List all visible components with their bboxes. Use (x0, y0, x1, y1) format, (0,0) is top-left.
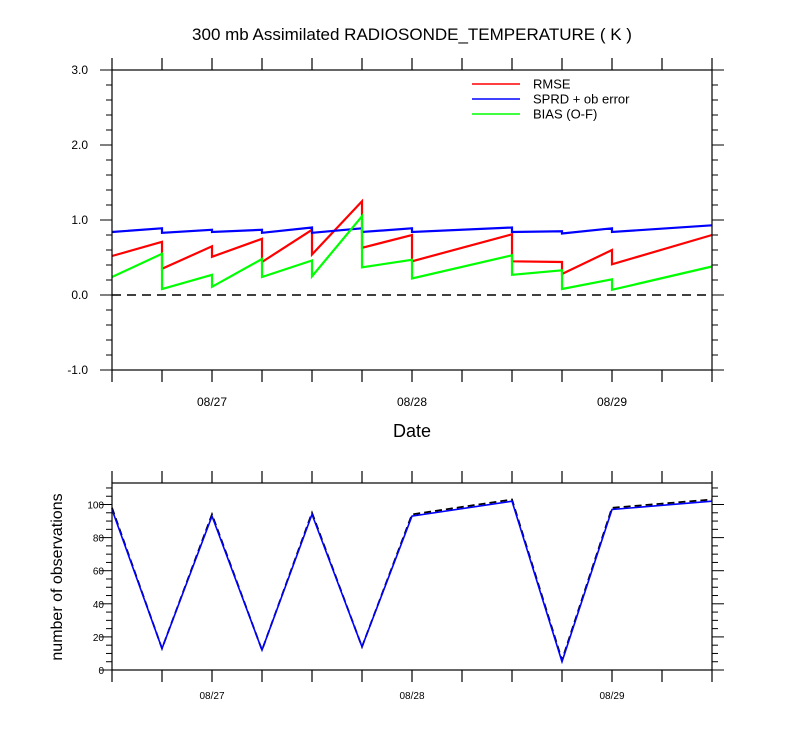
bottom-chart-plot (111, 498, 713, 665)
bottom-chart-ticks: 08/27 08/28 08/29 0 20 40 60 80 100 (87, 471, 724, 702)
x-tick-label: 08/28 (399, 691, 424, 702)
bottom-chart-frame (111, 482, 713, 671)
top-chart-plot (111, 198, 713, 296)
y-tick-label: 20 (93, 633, 105, 644)
bottom-y-axis-title: number of observations (49, 493, 66, 660)
legend-label: SPRD + ob error (533, 92, 630, 107)
top-chart-frame (111, 69, 713, 371)
top-x-axis-title: Date (393, 421, 431, 441)
obs-count-line-possible (111, 498, 713, 664)
y-tick-label: 0 (98, 666, 104, 677)
legend-label: RMSE (533, 77, 571, 92)
chart-title: 300 mb Assimilated RADIOSONDE_TEMPERATUR… (192, 25, 632, 44)
y-tick-label: 80 (93, 534, 105, 545)
y-tick-label: 2.0 (71, 138, 88, 152)
y-tick-label: 3.0 (71, 63, 88, 77)
y-tick-label: 40 (93, 600, 105, 611)
legend-label: BIAS (O-F) (533, 107, 597, 122)
x-tick-label: 08/28 (397, 395, 427, 409)
obs-count-line-assimilated (111, 500, 713, 665)
series-line-sprd-ob-error (111, 224, 713, 235)
y-tick-label: 60 (93, 567, 105, 578)
x-tick-label: 08/29 (597, 395, 627, 409)
series-line-bias-o-f (111, 213, 713, 292)
y-tick-label: -1.0 (67, 363, 88, 377)
top-chart-ticks: 08/27 08/28 08/29 -1.0 0.0 1.0 2.0 3.0 (67, 58, 724, 409)
x-tick-label: 08/27 (197, 395, 227, 409)
x-tick-label: 08/29 (599, 691, 624, 702)
x-tick-label: 08/27 (199, 691, 224, 702)
y-tick-label: 100 (87, 501, 104, 512)
y-tick-label: 1.0 (71, 213, 88, 227)
y-tick-label: 0.0 (71, 288, 88, 302)
